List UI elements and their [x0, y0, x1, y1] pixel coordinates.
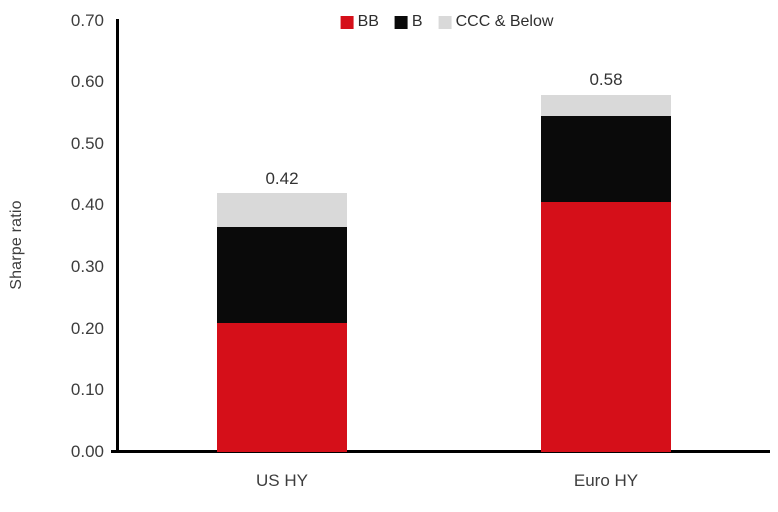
y-tick-label: 0.70 — [70, 10, 104, 30]
bar-euro-hy — [541, 94, 671, 452]
legend-swatch-icon — [394, 15, 408, 29]
y-tick-label: 0.20 — [70, 318, 104, 338]
x-axis-line — [111, 450, 770, 453]
legend-item-b: B — [394, 13, 423, 31]
y-axis-line — [116, 19, 119, 453]
y-tick-label: 0.10 — [70, 380, 104, 400]
legend-item-bb: BB — [340, 13, 379, 31]
bar-segment-ccc---below — [541, 94, 671, 117]
x-category-label: Euro HY — [573, 471, 639, 490]
y-tick-label: 0.60 — [70, 72, 104, 92]
bar-segment-b — [217, 227, 347, 323]
legend-label: BB — [357, 13, 379, 30]
x-category-label: US HY — [256, 471, 308, 490]
bar-total-label: 0.42 — [265, 169, 299, 189]
legend-swatch-icon — [438, 15, 452, 29]
y-tick-label: 0.50 — [70, 133, 104, 153]
bar-segment-bb — [217, 322, 347, 452]
legend-label: B — [411, 13, 423, 30]
bar-total-label: 0.58 — [589, 70, 623, 90]
legend-item-ccc---below: CCC & Below — [438, 13, 554, 31]
y-tick-label: 0.00 — [70, 442, 104, 461]
bar-segment-ccc---below — [217, 193, 347, 228]
y-tick-label: 0.40 — [70, 195, 104, 215]
bar-segment-bb — [541, 202, 671, 452]
y-tick-label: 0.30 — [70, 257, 104, 277]
legend: BB B CCC & Below — [340, 13, 554, 31]
legend-swatch-icon — [340, 15, 354, 29]
bar-us-hy — [217, 193, 347, 452]
legend-label: CCC & Below — [455, 13, 554, 30]
bar-segment-b — [541, 116, 671, 203]
